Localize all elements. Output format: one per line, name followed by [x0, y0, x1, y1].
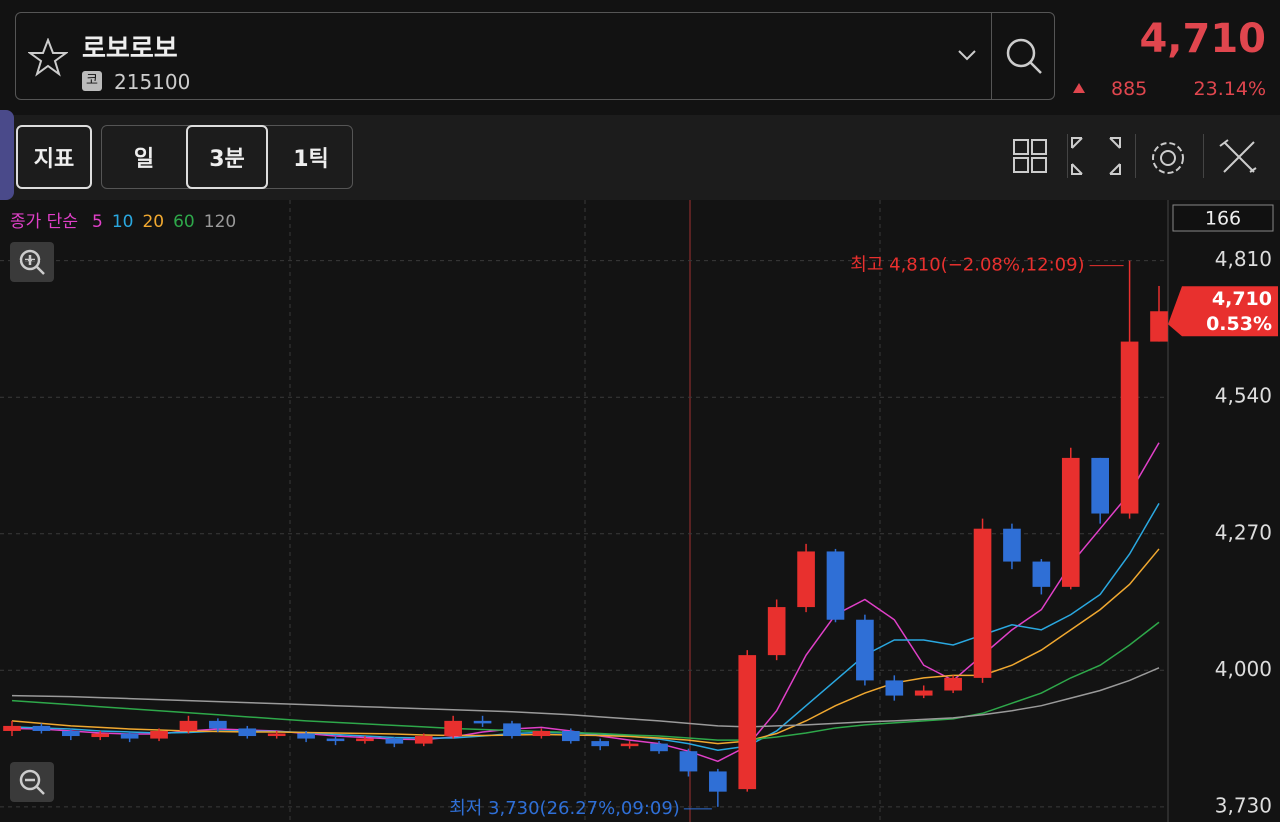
- toolbar: [0, 115, 1280, 200]
- legend-entry: 5: [92, 212, 103, 232]
- candle-body: [532, 730, 551, 737]
- info-box: [1172, 204, 1274, 232]
- search-icon[interactable]: [1003, 35, 1047, 79]
- candle-body: [973, 528, 992, 678]
- stock-name: 로보로보: [82, 34, 178, 64]
- candle-body: [620, 743, 639, 747]
- candle-body: [856, 619, 874, 681]
- y-tick-label: 4,540: [1215, 384, 1272, 408]
- y-tick-label: 4,810: [1215, 247, 1272, 271]
- candle-body: [914, 690, 933, 696]
- price-tag-change: 0.53%: [1206, 313, 1272, 335]
- legend-entry: 120: [204, 212, 236, 232]
- y-tick-label: 4,270: [1215, 520, 1272, 544]
- candle-body: [650, 743, 668, 752]
- candle-body: [32, 725, 51, 731]
- candle-body: [591, 741, 610, 747]
- period-button[interactable]: 일: [133, 147, 155, 172]
- price-tag-label: 4,710: [1212, 288, 1272, 310]
- candle-body: [150, 730, 168, 739]
- candle-body: [679, 751, 698, 772]
- info-box-value: 166: [1205, 208, 1241, 230]
- candle-body: [297, 733, 315, 739]
- candle-body: [267, 733, 286, 737]
- high-annotation: 최고 4,810(−2.08%,12:09): [850, 255, 1084, 276]
- ma-legend-title: 종가 단순: [10, 212, 78, 232]
- candle-body: [503, 723, 521, 737]
- candle-body: [1032, 561, 1051, 587]
- divider: [991, 13, 992, 99]
- candle-body: [120, 733, 139, 739]
- candle-body: [326, 738, 345, 742]
- candle-body: [356, 738, 374, 742]
- candle-body: [826, 551, 845, 620]
- change-rate: 23.14%: [1193, 78, 1266, 100]
- indicator-button[interactable]: 지표: [16, 125, 92, 189]
- candle-body: [238, 728, 257, 737]
- price-change: 885: [1111, 78, 1148, 100]
- dropdown-icon[interactable]: [955, 45, 979, 65]
- divider: [1135, 134, 1136, 178]
- legend-entry: 10: [112, 212, 134, 232]
- period-button[interactable]: 3분: [186, 125, 268, 189]
- candle-body: [944, 677, 962, 691]
- price-tag: [1168, 286, 1278, 337]
- candle-body: [1003, 528, 1021, 562]
- stock-code: 215100: [114, 70, 191, 94]
- candle-body: [209, 720, 227, 729]
- y-tick-label: 4,000: [1215, 657, 1272, 681]
- divider: [1067, 134, 1068, 178]
- favorite-star[interactable]: [28, 38, 68, 78]
- candle-body: [1150, 311, 1168, 342]
- candle-body: [797, 551, 815, 608]
- candle-body: [3, 725, 21, 731]
- up-arrow: [1073, 83, 1085, 93]
- header: [0, 0, 1280, 115]
- candle-body: [885, 680, 904, 696]
- side-handle[interactable]: [0, 110, 14, 200]
- candle-body: [385, 738, 404, 744]
- zoom-icons[interactable]: [10, 242, 54, 802]
- candle-body: [1061, 457, 1080, 587]
- ma-line: [11, 548, 1160, 745]
- candle-body: [473, 720, 492, 724]
- candle-body: [738, 655, 757, 790]
- candle-body: [179, 720, 198, 731]
- market-badge: 코: [82, 71, 102, 91]
- ma-line: [11, 667, 1160, 728]
- search-box[interactable]: [15, 12, 1055, 100]
- low-annotation: 최저 3,730(26.27%,09:09): [449, 798, 680, 819]
- candle-body: [1120, 341, 1139, 514]
- candle-body: [61, 730, 80, 737]
- period-button[interactable]: 1틱: [293, 147, 329, 172]
- divider: [1203, 134, 1204, 178]
- y-tick-label: 3,730: [1215, 793, 1272, 817]
- current-price: 4,710: [1139, 16, 1266, 62]
- candle-body: [414, 736, 433, 744]
- legend-entry: 60: [173, 212, 195, 232]
- tool-icons[interactable]: [1010, 136, 1270, 180]
- candle-body: [561, 730, 580, 742]
- candle-body: [709, 771, 727, 792]
- candle-body: [767, 607, 786, 656]
- candle-body: [1091, 457, 1110, 514]
- candle-body: [444, 720, 462, 737]
- legend-entry: 20: [142, 212, 164, 232]
- candle-body: [91, 733, 110, 738]
